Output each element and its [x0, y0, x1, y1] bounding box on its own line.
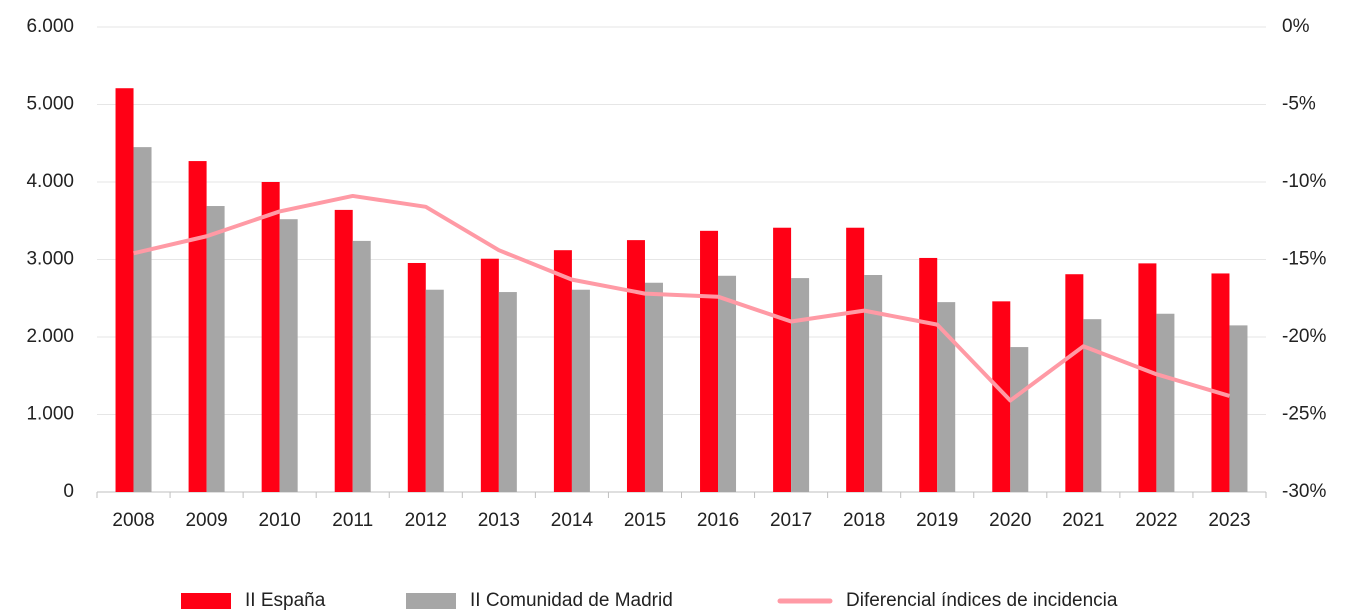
bar — [407, 262, 426, 492]
bar — [937, 302, 956, 492]
bar — [773, 227, 792, 492]
x-tick-label: 2014 — [551, 510, 594, 531]
bar — [553, 250, 572, 492]
x-tick-label: 2015 — [624, 510, 666, 531]
bar — [115, 88, 134, 492]
bar — [188, 161, 207, 492]
x-tick-label: 2017 — [770, 510, 812, 531]
bar — [1138, 263, 1157, 492]
bar — [279, 219, 298, 492]
x-tick-label: 2021 — [1062, 510, 1104, 531]
bar — [206, 206, 225, 492]
bar — [1065, 274, 1084, 492]
bar — [571, 289, 590, 492]
y2-tick-label: -10% — [1282, 171, 1326, 192]
legend-label: Diferencial índices de incidencia — [846, 590, 1118, 611]
x-tick-label: 2013 — [478, 510, 520, 531]
bar — [1156, 313, 1175, 492]
y2-tick-label: 0% — [1282, 16, 1310, 37]
bar — [644, 282, 663, 492]
bar — [1211, 273, 1230, 492]
y2-tick-label: -5% — [1282, 94, 1316, 115]
y2-tick-label: -25% — [1282, 404, 1326, 425]
bar — [425, 289, 444, 492]
legend-swatch — [181, 593, 231, 609]
bar — [718, 275, 737, 492]
y2-tick-label: -15% — [1282, 249, 1326, 270]
bar — [334, 209, 353, 492]
x-tick-label: 2018 — [843, 510, 885, 531]
x-tick-label: 2010 — [259, 510, 301, 531]
bar — [700, 230, 719, 492]
bar — [1083, 319, 1102, 492]
y-tick-label: 3.000 — [26, 249, 74, 270]
y-tick-label: 4.000 — [26, 171, 74, 192]
legend-swatch — [406, 593, 456, 609]
x-tick-label: 2009 — [185, 510, 227, 531]
bar — [133, 147, 152, 492]
x-tick-label: 2022 — [1135, 510, 1177, 531]
bar — [791, 278, 810, 492]
bar — [352, 240, 371, 492]
bar — [846, 227, 865, 492]
y-tick-label: 0 — [63, 481, 74, 502]
bar — [1229, 325, 1248, 492]
y-tick-label: 2.000 — [26, 326, 74, 347]
bar — [992, 301, 1011, 492]
y2-tick-label: -30% — [1282, 481, 1326, 502]
bar — [498, 292, 517, 492]
line — [133, 193, 1231, 403]
legend-label: II Comunidad de Madrid — [470, 590, 673, 611]
y-tick-label: 6.000 — [26, 16, 74, 37]
bar — [626, 240, 645, 492]
x-tick-label: 2020 — [989, 510, 1031, 531]
legend-label: II España — [245, 590, 326, 611]
x-tick-label: 2011 — [332, 510, 373, 531]
bar — [261, 182, 280, 492]
y2-tick-label: -20% — [1282, 326, 1326, 347]
x-tick-label: 2019 — [916, 510, 958, 531]
bar — [919, 257, 938, 492]
bar — [1010, 347, 1029, 492]
x-tick-label: 2023 — [1208, 510, 1250, 531]
y-tick-label: 1.000 — [26, 404, 74, 425]
x-tick-label: 2016 — [697, 510, 739, 531]
y-tick-label: 5.000 — [26, 94, 74, 115]
bar — [480, 258, 499, 492]
x-tick-label: 2008 — [112, 510, 154, 531]
x-tick-label: 2012 — [405, 510, 447, 531]
bar — [864, 275, 883, 492]
